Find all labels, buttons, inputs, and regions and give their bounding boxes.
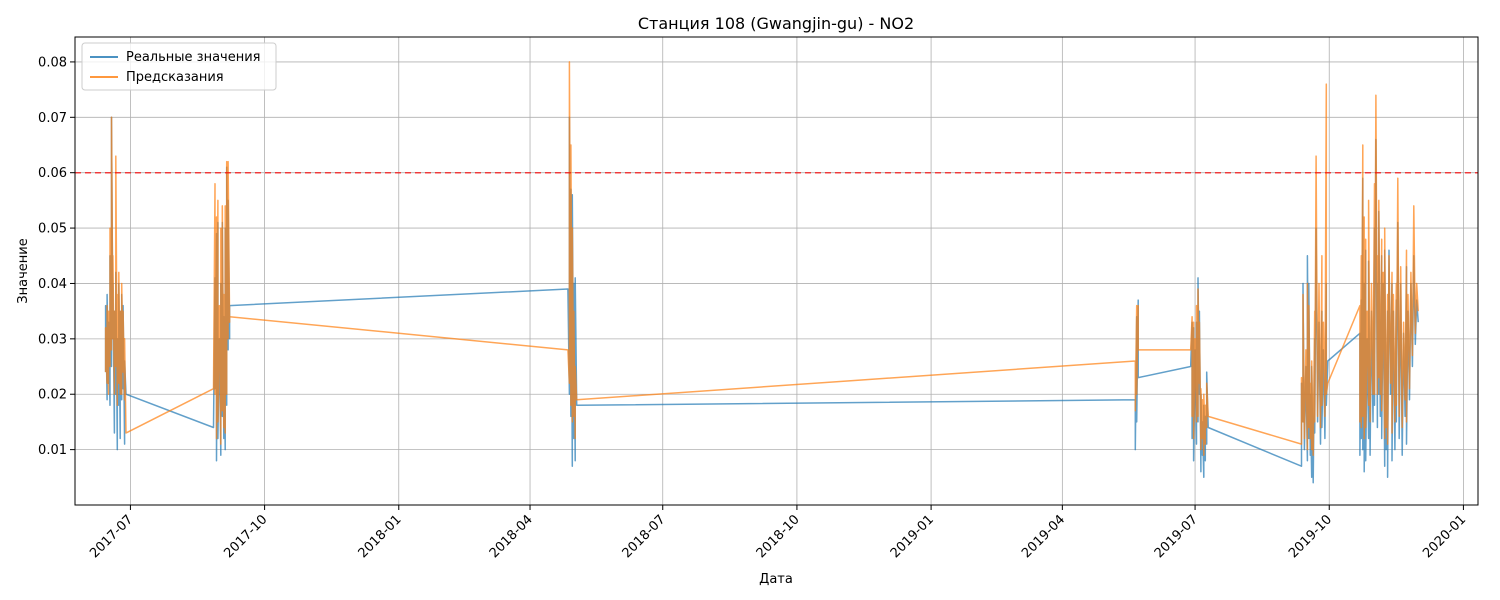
y-tick-label: 0.04: [38, 277, 67, 292]
legend: Реальные значения Предсказания: [81, 42, 277, 91]
x-axis-label: Дата: [759, 572, 793, 587]
y-tick-label: 0.03: [38, 332, 67, 347]
legend-label-real: Реальные значения: [126, 50, 261, 65]
y-axis: 0.01 0.02 0.03 0.04 0.05 0.06 0.07 0.08: [38, 55, 75, 458]
y-tick-label: 0.08: [38, 55, 67, 70]
grid: [75, 37, 1478, 505]
series-line-predicted: [104, 61, 1419, 456]
y-tick-label: 0.02: [38, 388, 67, 403]
y-tick-label: 0.05: [38, 222, 67, 237]
series-group: [104, 61, 1419, 484]
plot-frame: [74, 36, 1479, 506]
y-tick-label: 0.07: [38, 111, 67, 126]
y-axis-label: Значение: [16, 238, 31, 303]
y-tick-label: 0.06: [38, 166, 67, 181]
legend-box: [81, 42, 277, 91]
legend-label-predicted: Предсказания: [126, 70, 224, 85]
y-tick-label: 0.01: [38, 443, 67, 458]
chart-title: Станция 108 (Gwangjin-gu) - NO2: [638, 14, 914, 33]
